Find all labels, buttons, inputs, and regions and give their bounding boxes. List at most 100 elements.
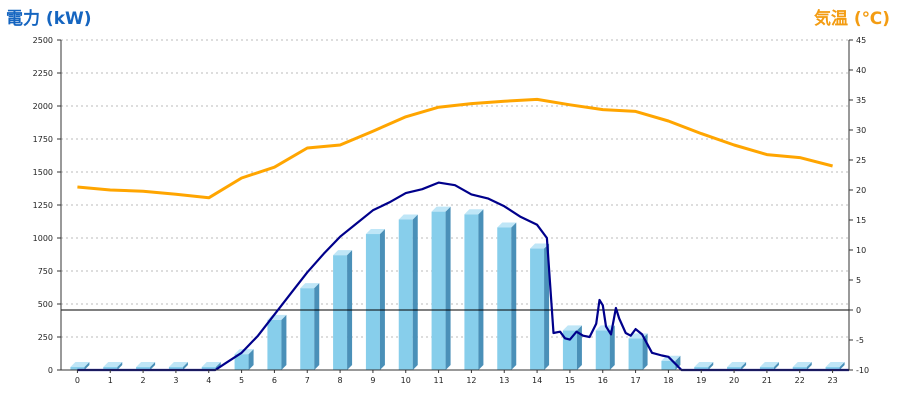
temperature-line — [77, 97, 833, 200]
x-tick-label: 19 — [696, 376, 706, 385]
bar-mark — [727, 362, 747, 370]
bar-mark — [234, 349, 254, 370]
bar-front — [661, 360, 676, 370]
bar-mark — [825, 362, 845, 370]
x-tick-label: 5 — [239, 376, 244, 385]
bar-front — [365, 234, 380, 370]
bar-front — [464, 214, 479, 370]
x-tick-label: 15 — [565, 376, 575, 385]
bar-front — [628, 338, 643, 370]
x-tick-label: 3 — [173, 376, 178, 385]
x-tick-label: 21 — [762, 376, 772, 385]
bar-front — [694, 367, 709, 370]
x-tick-label: 12 — [466, 376, 476, 385]
bar-side — [150, 362, 156, 370]
bar-mark — [333, 250, 353, 370]
bar-front — [70, 367, 85, 370]
bar-side — [478, 209, 484, 370]
bar-side — [773, 362, 779, 370]
bar-mark — [103, 362, 123, 370]
bar-front — [136, 367, 151, 370]
bar-front — [234, 354, 249, 370]
x-tick-label: 10 — [401, 376, 411, 385]
x-tick-label: 13 — [499, 376, 509, 385]
x-tick-label: 1 — [108, 376, 113, 385]
bar-top — [398, 214, 418, 220]
right-tick-label: 15 — [856, 216, 866, 225]
bar-top — [300, 283, 320, 289]
bar-top — [759, 362, 779, 367]
right-tick-label: 35 — [856, 96, 866, 105]
bar-top — [530, 243, 550, 249]
bar-mark — [168, 362, 188, 370]
x-tick-label: 6 — [272, 376, 277, 385]
bar-front — [825, 367, 840, 370]
bar-mark — [267, 314, 287, 370]
bar-top — [727, 362, 747, 367]
left-tick-label: 500 — [38, 300, 53, 309]
bar-front — [595, 330, 610, 370]
bar-front — [792, 367, 807, 370]
bar-front — [333, 255, 348, 370]
x-tick-label: 16 — [598, 376, 608, 385]
bar-side — [379, 229, 385, 370]
bar-front — [398, 219, 413, 370]
bar-top — [168, 362, 188, 367]
bar-front — [103, 367, 118, 370]
x-tick-label: 17 — [630, 376, 640, 385]
bar-top — [694, 362, 714, 367]
line-layer — [61, 97, 849, 372]
bar-mark — [562, 325, 582, 370]
bar-side — [84, 362, 90, 370]
x-tick-label: 14 — [532, 376, 542, 385]
left-tick-label: 1000 — [33, 234, 53, 243]
left-tick-label: 1750 — [33, 135, 53, 144]
right-tick-label: 20 — [856, 186, 866, 195]
bar-side — [182, 362, 188, 370]
left-tick-label: 2250 — [33, 69, 53, 78]
bar-side — [412, 214, 418, 370]
right-tick-label: 40 — [856, 66, 866, 75]
bar-top — [201, 362, 221, 367]
bar-side — [544, 243, 550, 370]
right-tick-label: 30 — [856, 126, 866, 135]
bar-top — [595, 325, 615, 331]
bar-mark — [595, 325, 615, 370]
right-tick-label: 10 — [856, 246, 866, 255]
x-tick-label: 7 — [305, 376, 310, 385]
bar-top — [792, 362, 812, 367]
x-tick-label: 22 — [795, 376, 805, 385]
bar-top — [562, 325, 582, 331]
bar-top — [365, 229, 385, 235]
right-tick-label: 5 — [856, 276, 861, 285]
power-line — [77, 181, 849, 372]
bar-side — [839, 362, 845, 370]
left-tick-label: 2500 — [33, 36, 53, 45]
bar-top — [464, 209, 484, 215]
bar-side — [281, 314, 287, 370]
right-tick-label: 45 — [856, 36, 866, 45]
bar-side — [609, 325, 615, 370]
bar-mark — [70, 362, 90, 370]
left-tick-label: 2000 — [33, 102, 53, 111]
x-tick-label: 18 — [663, 376, 673, 385]
bar-top — [103, 362, 123, 367]
grid-layer — [61, 39, 849, 338]
bar-top — [136, 362, 156, 367]
right-axis-title: 気温 (℃) — [813, 9, 890, 29]
right-tick-label: -5 — [856, 336, 864, 345]
bar-mark — [759, 362, 779, 370]
bar-mark — [431, 206, 451, 370]
bar-mark — [694, 362, 714, 370]
bar-top — [431, 206, 451, 212]
bar-side — [708, 362, 714, 370]
x-tick-label: 2 — [141, 376, 146, 385]
left-axis-title: 電力 (kW) — [6, 9, 92, 29]
x-tick-label: 20 — [729, 376, 739, 385]
bar-front — [562, 330, 577, 370]
bar-mark — [497, 222, 517, 370]
bar-side — [806, 362, 812, 370]
bar-front — [497, 227, 512, 370]
bar-front — [267, 319, 282, 370]
